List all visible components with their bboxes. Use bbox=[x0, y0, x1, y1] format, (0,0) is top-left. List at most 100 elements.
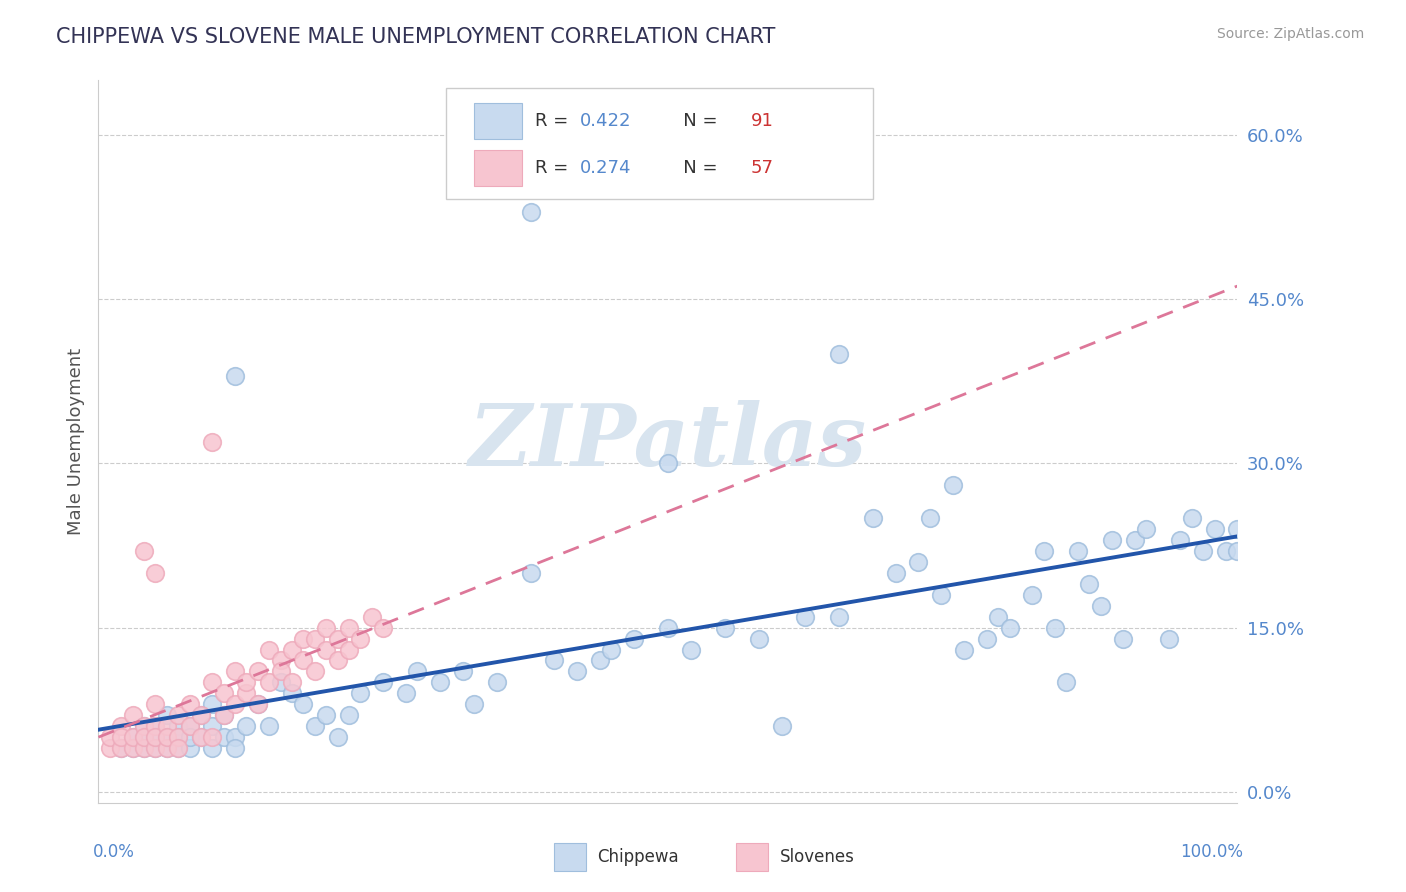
Point bbox=[156, 730, 179, 744]
Point bbox=[304, 632, 326, 646]
Point bbox=[349, 686, 371, 700]
Point bbox=[623, 632, 645, 646]
Point bbox=[110, 730, 132, 744]
Point bbox=[862, 511, 884, 525]
Bar bbox=[474, 103, 522, 139]
Point bbox=[1032, 544, 1054, 558]
Point bbox=[98, 741, 121, 756]
Text: Slovenes: Slovenes bbox=[779, 848, 855, 866]
Point bbox=[657, 621, 679, 635]
Point bbox=[292, 653, 315, 667]
Point bbox=[520, 566, 543, 580]
Point bbox=[976, 632, 998, 646]
Point bbox=[520, 204, 543, 219]
Point bbox=[212, 686, 235, 700]
Point bbox=[337, 642, 360, 657]
Point bbox=[679, 642, 702, 657]
Bar bbox=[554, 843, 586, 871]
Text: 0.0%: 0.0% bbox=[93, 843, 135, 861]
Point bbox=[246, 698, 269, 712]
Point bbox=[337, 708, 360, 723]
Point bbox=[588, 653, 610, 667]
Point bbox=[212, 708, 235, 723]
Point bbox=[600, 642, 623, 657]
Point bbox=[987, 609, 1010, 624]
Point bbox=[1157, 632, 1180, 646]
Point bbox=[486, 675, 509, 690]
Point bbox=[201, 434, 224, 449]
Point bbox=[1054, 675, 1078, 690]
Point bbox=[121, 741, 143, 756]
Point bbox=[201, 719, 224, 733]
Point bbox=[371, 675, 394, 690]
Point bbox=[145, 730, 167, 744]
Point bbox=[145, 730, 167, 744]
Point bbox=[132, 719, 155, 733]
Point bbox=[884, 566, 907, 580]
Point bbox=[304, 665, 326, 679]
Point bbox=[145, 566, 167, 580]
Point bbox=[190, 708, 212, 723]
Point bbox=[315, 708, 337, 723]
Point bbox=[179, 698, 201, 712]
Point bbox=[98, 730, 121, 744]
Point bbox=[337, 621, 360, 635]
Point bbox=[121, 730, 143, 744]
Point bbox=[326, 653, 349, 667]
Point bbox=[451, 665, 474, 679]
Point bbox=[1043, 621, 1066, 635]
Point bbox=[179, 741, 201, 756]
Point bbox=[1021, 588, 1043, 602]
Text: 57: 57 bbox=[751, 159, 773, 177]
Point bbox=[281, 686, 304, 700]
Point bbox=[292, 632, 315, 646]
Point bbox=[121, 708, 143, 723]
Text: Chippewa: Chippewa bbox=[598, 848, 679, 866]
Text: ZIPatlas: ZIPatlas bbox=[468, 400, 868, 483]
Point bbox=[371, 621, 394, 635]
Point bbox=[828, 609, 851, 624]
Text: 100.0%: 100.0% bbox=[1180, 843, 1243, 861]
Point bbox=[110, 741, 132, 756]
Text: R =: R = bbox=[534, 159, 574, 177]
Point bbox=[235, 686, 257, 700]
Point bbox=[167, 730, 190, 744]
Point bbox=[212, 708, 235, 723]
Point bbox=[315, 642, 337, 657]
Point bbox=[907, 555, 929, 569]
Point bbox=[565, 665, 588, 679]
Point bbox=[270, 675, 292, 690]
Point bbox=[224, 698, 246, 712]
Point bbox=[953, 642, 976, 657]
Point bbox=[395, 686, 418, 700]
Point bbox=[1101, 533, 1123, 547]
Point bbox=[793, 609, 815, 624]
Point bbox=[1112, 632, 1135, 646]
Point bbox=[145, 719, 167, 733]
Point bbox=[326, 632, 349, 646]
Point bbox=[1135, 522, 1157, 536]
Point bbox=[1090, 599, 1112, 613]
Point bbox=[1204, 522, 1226, 536]
Point bbox=[259, 675, 281, 690]
Text: N =: N = bbox=[665, 159, 723, 177]
Point bbox=[270, 665, 292, 679]
Point bbox=[156, 741, 179, 756]
Point bbox=[259, 719, 281, 733]
Point bbox=[121, 730, 143, 744]
Point bbox=[326, 730, 349, 744]
Point bbox=[201, 730, 224, 744]
Point bbox=[259, 642, 281, 657]
Text: R =: R = bbox=[534, 112, 574, 130]
Point bbox=[145, 741, 167, 756]
FancyBboxPatch shape bbox=[446, 87, 873, 200]
Point bbox=[1078, 577, 1101, 591]
Point bbox=[1170, 533, 1192, 547]
Point bbox=[179, 719, 201, 733]
Point bbox=[463, 698, 485, 712]
Y-axis label: Male Unemployment: Male Unemployment bbox=[66, 348, 84, 535]
Point bbox=[110, 741, 132, 756]
Point bbox=[292, 698, 315, 712]
Point bbox=[179, 730, 201, 744]
Point bbox=[121, 741, 143, 756]
